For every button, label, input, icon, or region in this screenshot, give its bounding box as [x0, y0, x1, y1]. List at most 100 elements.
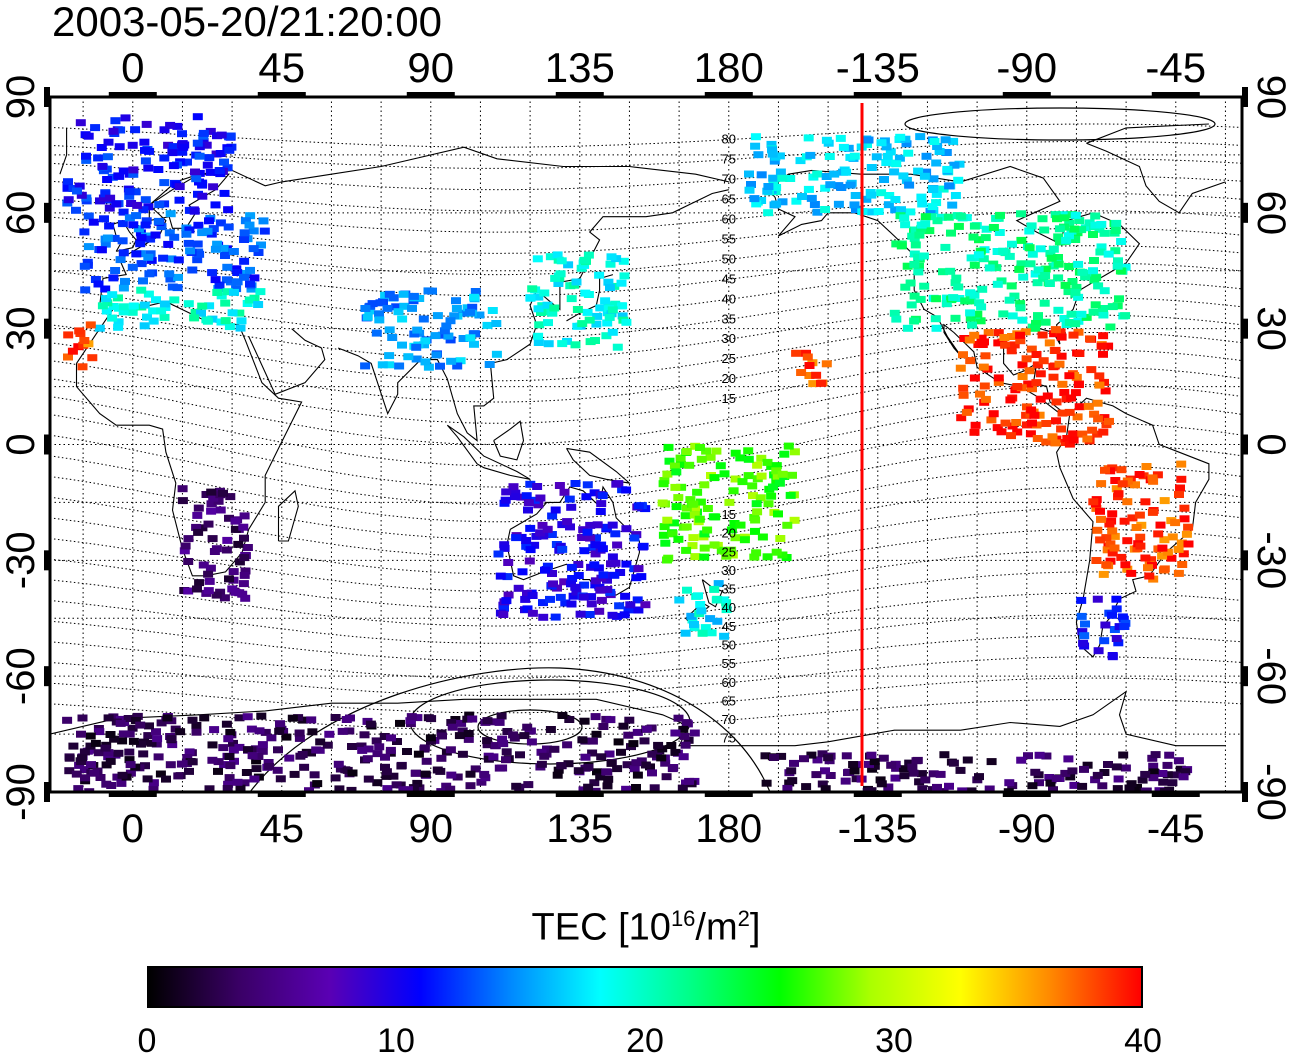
tec-cell — [689, 511, 700, 519]
tec-cell — [184, 767, 194, 775]
tec-cell — [1088, 267, 1098, 275]
tec-cell — [1041, 438, 1052, 446]
tec-cell — [964, 336, 975, 344]
tec-cell — [554, 482, 565, 489]
contour-label: 50 — [722, 251, 736, 266]
tec-cell — [1120, 561, 1131, 569]
tec-cell — [1176, 460, 1187, 468]
tec-cell — [1074, 350, 1085, 357]
tec-cell — [699, 553, 710, 561]
tec-cell — [671, 503, 682, 511]
tec-cell — [542, 525, 553, 533]
frame-tick — [1242, 318, 1248, 339]
tec-cell — [193, 221, 204, 229]
tec-cell — [1148, 762, 1159, 770]
tec-cell — [1082, 435, 1093, 443]
tec-cell — [938, 788, 949, 792]
tec-cell — [1000, 419, 1011, 427]
tec-cell — [1037, 331, 1048, 339]
tec-cell — [958, 391, 969, 399]
tec-cell — [360, 305, 371, 312]
tec-cell — [1140, 554, 1151, 562]
tec-cell — [590, 713, 601, 721]
colorbar-tick-label: 0 — [137, 1022, 157, 1060]
tec-cell — [158, 254, 169, 262]
tec-cell — [1124, 784, 1135, 792]
tec-cell — [1111, 763, 1122, 771]
right-lat-label: 30 — [1249, 306, 1292, 351]
tec-cell — [1091, 557, 1102, 564]
tec-cell — [559, 488, 570, 496]
tec-cell — [928, 770, 939, 778]
tec-cell — [1007, 333, 1017, 340]
tec-cell — [591, 534, 601, 542]
tec-cell — [591, 730, 602, 738]
tec-cell — [549, 304, 560, 312]
tec-cell — [689, 621, 699, 628]
tec-cell — [222, 785, 233, 792]
contour-line — [50, 571, 1242, 627]
contour-line — [50, 192, 1242, 233]
tec-cell — [1021, 355, 1032, 363]
tec-cell — [529, 541, 540, 549]
tec-cell — [89, 769, 100, 777]
tec-cell — [621, 785, 632, 792]
tec-cell — [986, 758, 997, 766]
tec-cell — [702, 505, 713, 512]
tec-cell — [542, 745, 552, 753]
tec-cell — [501, 488, 512, 496]
tec-cell — [223, 223, 234, 231]
tec-cell — [782, 784, 793, 792]
tec-cell — [294, 734, 305, 742]
tec-cell — [596, 753, 607, 761]
tec-cell — [203, 570, 214, 578]
tec-cell — [257, 747, 268, 755]
tec-cell — [1005, 396, 1016, 404]
tec-cell — [479, 770, 490, 778]
tec-cell — [600, 297, 611, 305]
tec-cell — [163, 141, 174, 149]
tec-cell — [124, 756, 135, 764]
tec-cell — [127, 724, 138, 732]
tec-cell — [166, 255, 177, 263]
tec-cell — [901, 140, 912, 148]
tec-cell — [1051, 417, 1061, 425]
tec-cell — [931, 159, 942, 167]
tec-cell — [795, 157, 806, 165]
tec-cell — [496, 712, 507, 720]
bottom-lon-label: -135 — [838, 807, 918, 851]
tec-cell — [135, 229, 146, 237]
tec-cell — [909, 292, 920, 300]
tec-cell — [202, 161, 213, 169]
tec-cell — [211, 591, 222, 599]
tec-cell — [153, 753, 164, 761]
tec-cell — [953, 222, 964, 230]
tec-cell — [253, 249, 264, 256]
tec-cell — [431, 351, 442, 359]
tec-cell — [409, 330, 420, 338]
tec-cell — [236, 317, 247, 325]
tec-cell — [662, 516, 673, 524]
tec-cell — [573, 561, 584, 568]
tec-cell — [230, 525, 241, 533]
tec-cell — [465, 782, 476, 790]
tec-cell — [620, 592, 631, 600]
tec-cell — [647, 750, 658, 758]
tec-cell — [918, 252, 929, 260]
tec-cell — [394, 362, 405, 370]
tec-cell — [140, 196, 151, 204]
tec-cell — [1040, 272, 1051, 279]
tec-cell — [1009, 292, 1020, 300]
tec-cell — [563, 261, 574, 269]
tec-cell — [884, 192, 895, 199]
tec-cell — [705, 453, 716, 461]
tec-cell — [557, 340, 568, 348]
tec-cell — [785, 491, 796, 499]
tec-cell — [552, 584, 562, 592]
contour-line — [50, 635, 1242, 679]
tec-cell — [356, 742, 367, 750]
tec-cell — [751, 200, 762, 208]
tec-cell — [1113, 639, 1124, 647]
tec-cell — [689, 729, 700, 737]
tec-cell — [931, 199, 942, 207]
